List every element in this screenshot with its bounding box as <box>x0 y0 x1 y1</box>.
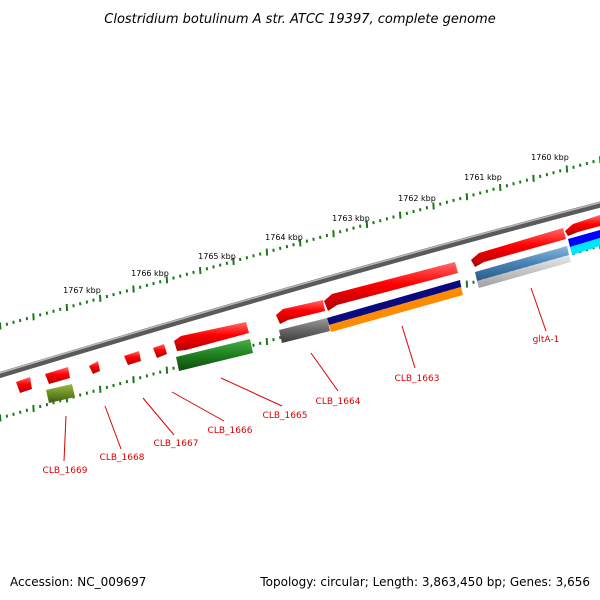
gene-label[interactable]: CLB_1664 <box>316 397 361 407</box>
cds-arrow[interactable] <box>45 367 70 384</box>
leader-line <box>142 397 175 436</box>
cds-arrow[interactable] <box>324 262 458 311</box>
kbp-label: 1767 kbp <box>63 286 101 295</box>
label-leaders <box>63 287 547 462</box>
gene-bar-olive[interactable] <box>46 384 75 403</box>
gene-bar-cyan[interactable] <box>570 238 600 255</box>
topology-stats-text: Topology: circular; Length: 3,863,450 bp… <box>259 575 590 589</box>
cds-track <box>16 215 600 403</box>
gene-bar-steel[interactable] <box>475 246 569 281</box>
gene-bar-light[interactable] <box>477 255 571 288</box>
leader-line <box>310 352 339 392</box>
gene-label[interactable]: gltA-1 <box>533 335 560 345</box>
cds-arrow[interactable] <box>124 351 141 365</box>
gene-bar-orange[interactable] <box>329 287 463 332</box>
gene-bar-gray[interactable] <box>279 318 330 343</box>
genome-backbone <box>0 201 600 379</box>
kbp-label: 1763 kbp <box>332 214 370 223</box>
gene-bar-navy[interactable] <box>327 280 461 325</box>
gene-bar-blue[interactable] <box>568 230 600 247</box>
cds-arrow[interactable] <box>565 215 600 236</box>
kbp-label: 1766 kbp <box>131 269 169 278</box>
map-title: Clostridium botulinum A str. ATCC 19397,… <box>104 12 495 27</box>
leader-line <box>220 377 283 407</box>
gene-label[interactable]: CLB_1663 <box>395 374 440 384</box>
leader-line <box>171 391 225 422</box>
leader-line <box>530 287 547 332</box>
kbp-label: 1762 kbp <box>398 194 436 203</box>
leader-line <box>63 415 67 462</box>
scale-ticks-outer <box>0 156 600 330</box>
kbp-label: 1764 kbp <box>265 233 303 242</box>
leader-line <box>401 325 416 369</box>
cds-arrow[interactable] <box>174 322 249 351</box>
cds-arrow[interactable] <box>153 344 167 358</box>
leader-line <box>104 405 122 450</box>
cds-arrow[interactable] <box>276 300 325 324</box>
gene-label[interactable]: CLB_1669 <box>43 466 88 476</box>
genome-backbone-highlight <box>0 201 600 374</box>
gene-label[interactable]: CLB_1666 <box>208 426 253 436</box>
gene-label[interactable]: CLB_1665 <box>263 411 308 421</box>
gene-bar-green[interactable] <box>176 339 253 371</box>
gene-label[interactable]: CLB_1668 <box>100 453 145 463</box>
accession-text: Accession: NC_009697 <box>10 575 146 589</box>
cds-arrow[interactable] <box>471 228 566 267</box>
cds-arrow[interactable] <box>89 361 100 374</box>
kbp-label: 1761 kbp <box>464 173 502 182</box>
cds-arrow[interactable] <box>16 377 32 393</box>
gene-label[interactable]: CLB_1667 <box>154 439 199 449</box>
kbp-label: 1765 kbp <box>198 252 236 261</box>
kbp-label: 1760 kbp <box>531 153 569 162</box>
